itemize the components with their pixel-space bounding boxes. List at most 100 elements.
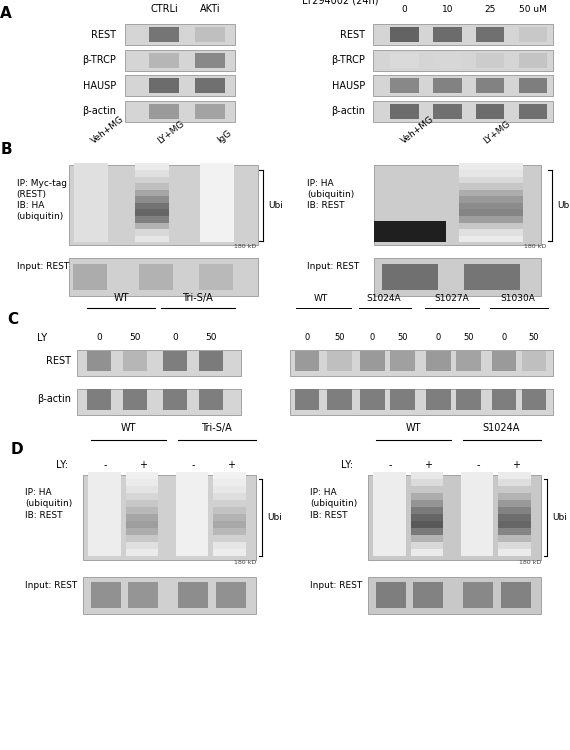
Bar — [433, 78, 462, 94]
Bar — [476, 53, 504, 68]
Bar — [390, 351, 415, 371]
Bar — [125, 50, 235, 70]
Text: 0: 0 — [402, 4, 408, 13]
Bar — [295, 351, 319, 371]
Bar — [125, 507, 158, 514]
Bar — [200, 236, 234, 242]
Bar — [213, 542, 246, 549]
Bar — [88, 528, 121, 536]
Bar — [125, 521, 158, 528]
Bar — [390, 389, 415, 410]
Text: 50: 50 — [397, 333, 408, 342]
Bar — [125, 472, 158, 478]
Text: Ubi: Ubi — [268, 201, 283, 210]
Bar — [163, 351, 187, 371]
Bar — [461, 542, 494, 549]
Text: LY+MG: LY+MG — [482, 119, 512, 146]
Bar — [199, 264, 233, 290]
Bar — [519, 53, 547, 68]
Bar — [123, 351, 147, 371]
Bar — [178, 583, 209, 608]
Bar — [135, 229, 169, 236]
Bar — [433, 27, 462, 42]
Bar — [498, 528, 531, 536]
Bar — [176, 486, 209, 493]
Bar — [519, 27, 547, 42]
Text: A: A — [0, 6, 12, 21]
Text: 0: 0 — [370, 333, 375, 342]
Bar — [382, 264, 438, 290]
Bar — [368, 577, 541, 614]
Bar — [459, 223, 523, 229]
Bar — [498, 549, 531, 556]
Text: WT: WT — [314, 294, 328, 303]
Text: CTRLi: CTRLi — [150, 4, 178, 13]
Text: Ubi: Ubi — [267, 513, 282, 522]
Bar — [88, 549, 121, 556]
Bar — [498, 535, 531, 542]
Text: IB: HA: IB: HA — [17, 201, 44, 210]
Bar — [213, 514, 246, 521]
Bar — [498, 514, 531, 521]
Bar — [360, 351, 385, 371]
Bar — [213, 486, 246, 493]
Text: (ubiquitin): (ubiquitin) — [307, 190, 355, 199]
Text: HAUSP: HAUSP — [332, 81, 365, 91]
Bar — [74, 202, 108, 209]
Bar — [327, 389, 352, 410]
Bar — [376, 583, 406, 608]
Bar — [176, 478, 209, 486]
Bar — [459, 176, 523, 183]
Text: Tri-S/A: Tri-S/A — [182, 292, 212, 303]
Text: Input: REST: Input: REST — [25, 580, 78, 590]
Text: WT: WT — [405, 423, 421, 433]
Bar — [498, 500, 531, 507]
Text: β-actin: β-actin — [331, 106, 365, 116]
Bar — [135, 183, 169, 190]
Bar — [459, 209, 523, 216]
Bar — [149, 27, 179, 42]
Bar — [522, 389, 546, 410]
Bar — [498, 542, 531, 549]
Bar — [498, 478, 531, 486]
Text: Ubi: Ubi — [557, 201, 570, 210]
Bar — [135, 202, 169, 209]
Text: IP: HA: IP: HA — [307, 179, 334, 188]
Bar — [74, 209, 108, 216]
Bar — [125, 549, 158, 556]
Text: 50: 50 — [205, 333, 217, 342]
Bar — [135, 223, 169, 229]
Bar — [461, 549, 494, 556]
Bar — [390, 104, 419, 119]
Bar — [200, 183, 234, 190]
Bar — [78, 389, 241, 416]
Text: REST: REST — [46, 356, 71, 366]
Bar — [459, 183, 523, 190]
Bar — [176, 528, 209, 536]
Bar — [410, 535, 443, 542]
Bar — [373, 24, 553, 45]
Bar — [200, 196, 234, 202]
Bar — [200, 202, 234, 209]
Text: 50: 50 — [463, 333, 474, 342]
Text: IgG: IgG — [216, 129, 234, 146]
Bar — [149, 78, 179, 94]
Bar — [216, 583, 246, 608]
Bar — [373, 500, 406, 507]
Text: WT: WT — [113, 292, 129, 303]
Bar — [125, 76, 235, 97]
Bar — [459, 170, 523, 176]
Text: β-actin: β-actin — [37, 394, 71, 404]
Bar — [410, 472, 443, 478]
Bar — [88, 514, 121, 521]
Bar — [200, 190, 234, 196]
Bar — [74, 229, 108, 236]
Bar — [200, 209, 234, 216]
Text: -: - — [477, 460, 480, 470]
Text: LY:: LY: — [341, 460, 353, 470]
Bar — [410, 507, 443, 514]
Text: LY:: LY: — [56, 460, 68, 470]
Bar — [390, 27, 419, 42]
Bar — [459, 216, 523, 223]
Bar — [459, 236, 523, 242]
